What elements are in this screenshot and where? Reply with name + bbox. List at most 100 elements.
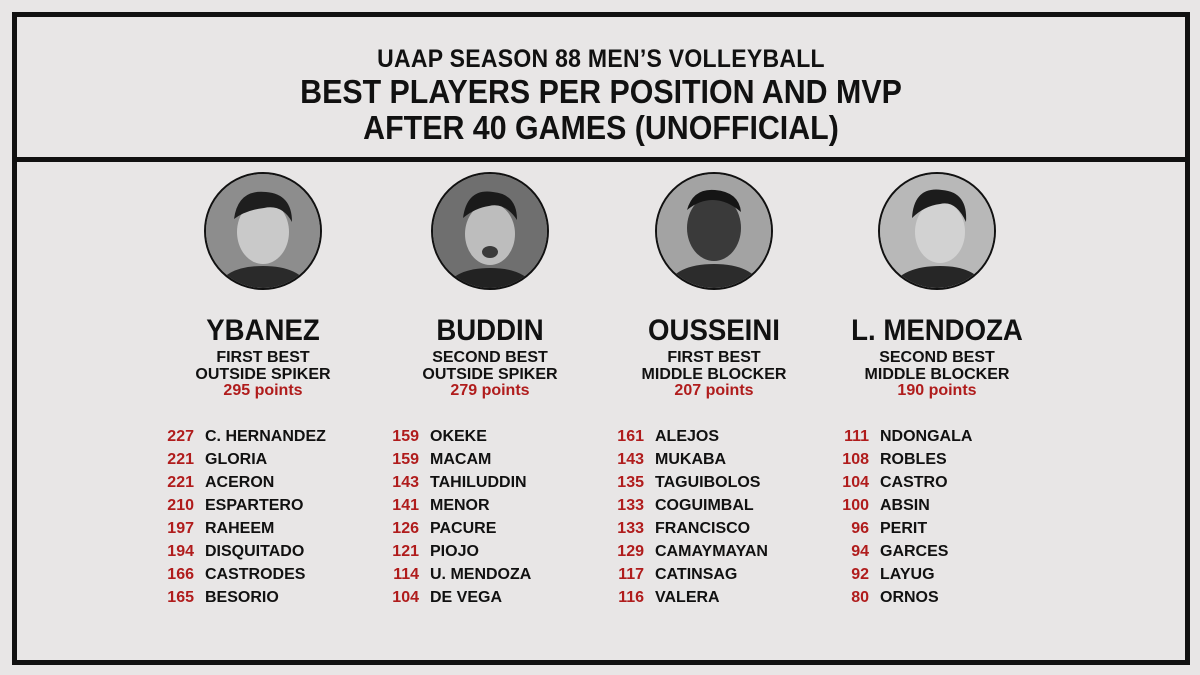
ranking-points: 129 bbox=[617, 543, 644, 560]
player-points-3: 207 points bbox=[674, 382, 754, 399]
ranking-player-name: GARCES bbox=[880, 543, 949, 560]
ranking-player-name: ABSIN bbox=[880, 497, 930, 514]
ranking-player-name: RAHEEM bbox=[205, 520, 275, 537]
ranking-row: 92 LAYUG bbox=[835, 566, 1035, 589]
ranking-player-name: NDONGALA bbox=[880, 428, 973, 445]
ranking-row: 117 CATINSAG bbox=[610, 566, 810, 589]
ranking-row: 108 ROBLES bbox=[835, 451, 1035, 474]
header-panel: UAAP SEASON 88 MEN’S VOLLEYBALL BEST PLA… bbox=[17, 17, 1185, 162]
award-line-2-4: MIDDLE BLOCKER bbox=[864, 366, 1010, 383]
ranking-row: 80 ORNOS bbox=[835, 589, 1035, 612]
ranking-player-name: CASTRO bbox=[880, 474, 948, 491]
ranking-points: 143 bbox=[392, 474, 419, 491]
ranking-player-name: TAHILUDDIN bbox=[430, 474, 527, 491]
ranking-points: 159 bbox=[392, 428, 419, 445]
ranking-row: 161 ALEJOS bbox=[610, 428, 810, 451]
ranking-row: 114 U. MENDOZA bbox=[385, 566, 585, 589]
award-line-1-2: SECOND BEST bbox=[432, 349, 548, 366]
ranking-row: 126 PACURE bbox=[385, 520, 585, 543]
award-line-2-1: OUTSIDE SPIKER bbox=[195, 366, 331, 383]
player-name-2: BUDDIN bbox=[436, 314, 544, 347]
player-points-2: 279 points bbox=[450, 382, 530, 399]
ranking-row: 100 ABSIN bbox=[835, 497, 1035, 520]
ranking-row: 94 GARCES bbox=[835, 543, 1035, 566]
ranking-row: 159 OKEKE bbox=[385, 428, 585, 451]
player-name-3: OUSSEINI bbox=[648, 314, 780, 347]
player-photo-4 bbox=[878, 172, 996, 290]
ranking-row: 141 MENOR bbox=[385, 497, 585, 520]
ranking-points: 80 bbox=[851, 589, 869, 606]
award-line-1-3: FIRST BEST bbox=[667, 349, 761, 366]
player-photo-1 bbox=[204, 172, 322, 290]
ranking-row: 194 DISQUITADO bbox=[160, 543, 360, 566]
ranking-row: 116 VALERA bbox=[610, 589, 810, 612]
ranking-points: 227 bbox=[167, 428, 194, 445]
ranking-points: 143 bbox=[617, 451, 644, 468]
player-name-4: L. MENDOZA bbox=[851, 314, 1023, 347]
title-line-2: BEST PLAYERS PER POSITION AND MVP bbox=[300, 73, 902, 110]
ranking-player-name: ORNOS bbox=[880, 589, 939, 606]
ranking-points: 197 bbox=[167, 520, 194, 537]
ranking-points: 111 bbox=[844, 428, 869, 445]
ranking-player-name: FRANCISCO bbox=[655, 520, 751, 537]
ranking-points: 194 bbox=[167, 543, 194, 560]
ranking-row: 159 MACAM bbox=[385, 451, 585, 474]
ranking-player-name: ROBLES bbox=[880, 451, 947, 468]
award-line-2-3: MIDDLE BLOCKER bbox=[641, 366, 787, 383]
ranking-player-name: TAGUIBOLOS bbox=[655, 474, 761, 491]
ranking-row: 133 COGUIMBAL bbox=[610, 497, 810, 520]
ranking-player-name: CATINSAG bbox=[655, 566, 738, 583]
ranking-points: 135 bbox=[617, 474, 644, 491]
ranking-player-name: PERIT bbox=[880, 520, 928, 537]
player-points-1: 295 points bbox=[223, 382, 303, 399]
ranking-row: 104 CASTRO bbox=[835, 474, 1035, 497]
ranking-player-name: BESORIO bbox=[205, 589, 279, 606]
ranking-points: 133 bbox=[617, 520, 644, 537]
player-points-4: 190 points bbox=[897, 382, 977, 399]
ranking-points: 221 bbox=[167, 451, 194, 468]
ranking-row: 227 C. HERNANDEZ bbox=[160, 428, 360, 451]
ranking-player-name: PACURE bbox=[430, 520, 497, 537]
ranking-row: 166 CASTRODES bbox=[160, 566, 360, 589]
ranking-player-name: MACAM bbox=[430, 451, 492, 468]
ranking-player-name: DE VEGA bbox=[430, 589, 503, 606]
ranking-row: 210 ESPARTERO bbox=[160, 497, 360, 520]
award-line-2-2: OUTSIDE SPIKER bbox=[422, 366, 558, 383]
ranking-points: 117 bbox=[618, 566, 644, 583]
ranking-row: 129 CAMAYMAYAN bbox=[610, 543, 810, 566]
ranking-points: 96 bbox=[851, 520, 869, 537]
ranking-player-name: U. MENDOZA bbox=[430, 566, 532, 583]
ranking-points: 104 bbox=[842, 474, 869, 491]
ranking-points: 133 bbox=[617, 497, 644, 514]
ranking-points: 126 bbox=[392, 520, 419, 537]
ranking-points: 159 bbox=[392, 451, 419, 468]
ranking-points: 166 bbox=[167, 566, 194, 583]
ranking-points: 114 bbox=[393, 566, 419, 583]
player-photo-3 bbox=[655, 172, 773, 290]
ranking-points: 210 bbox=[167, 497, 194, 514]
ranking-points: 165 bbox=[167, 589, 194, 606]
ranking-row: 96 PERIT bbox=[835, 520, 1035, 543]
ranking-row: 135 TAGUIBOLOS bbox=[610, 474, 810, 497]
ranking-row: 121 PIOJO bbox=[385, 543, 585, 566]
ranking-points: 104 bbox=[392, 589, 419, 606]
ranking-points: 121 bbox=[392, 543, 419, 560]
ranking-player-name: MUKABA bbox=[655, 451, 727, 468]
ranking-row: 197 RAHEEM bbox=[160, 520, 360, 543]
ranking-player-name: ALEJOS bbox=[655, 428, 720, 445]
award-line-1-1: FIRST BEST bbox=[216, 349, 310, 366]
ranking-points: 94 bbox=[851, 543, 869, 560]
ranking-player-name: CASTRODES bbox=[205, 566, 306, 583]
ranking-points: 100 bbox=[842, 497, 869, 514]
ranking-row: 221 ACERON bbox=[160, 474, 360, 497]
ranking-player-name: C. HERNANDEZ bbox=[205, 428, 326, 445]
ranking-points: 92 bbox=[851, 566, 869, 583]
ranking-player-name: DISQUITADO bbox=[205, 543, 305, 560]
title-line-1: UAAP SEASON 88 MEN’S VOLLEYBALL bbox=[377, 45, 825, 73]
ranking-player-name: ESPARTERO bbox=[205, 497, 304, 514]
ranking-player-name: VALERA bbox=[655, 589, 720, 606]
ranking-points: 161 bbox=[617, 428, 644, 445]
player-name-1: YBANEZ bbox=[206, 314, 320, 347]
ranking-row: 143 TAHILUDDIN bbox=[385, 474, 585, 497]
graphic-frame: UAAP SEASON 88 MEN’S VOLLEYBALL BEST PLA… bbox=[12, 12, 1190, 665]
